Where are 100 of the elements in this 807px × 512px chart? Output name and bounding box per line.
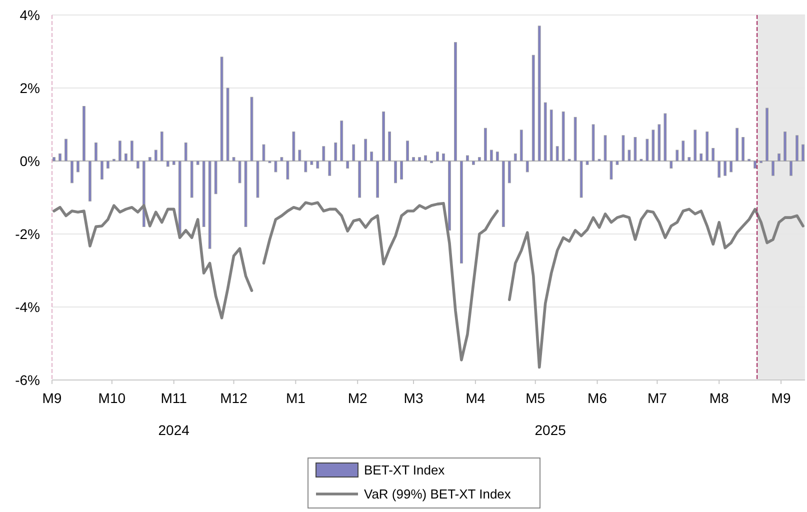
bar xyxy=(244,160,248,227)
x-tick-label: M5 xyxy=(526,390,546,406)
bar xyxy=(448,160,451,231)
bar xyxy=(322,146,326,162)
text: 2025 xyxy=(534,422,566,438)
bar xyxy=(340,120,344,162)
bar xyxy=(562,111,565,162)
x-tick-label: M3 xyxy=(404,390,424,406)
bar xyxy=(262,144,266,162)
bar xyxy=(352,144,356,162)
bar xyxy=(712,148,715,162)
bar xyxy=(784,132,786,162)
bar xyxy=(184,142,188,162)
bar xyxy=(580,160,583,198)
bar xyxy=(94,142,98,162)
bar xyxy=(718,160,721,178)
bar xyxy=(754,160,757,169)
bar xyxy=(664,113,667,162)
bar xyxy=(82,106,86,162)
bar xyxy=(652,130,655,162)
bar xyxy=(628,150,631,162)
bar xyxy=(724,160,727,176)
bar xyxy=(604,135,607,162)
bar xyxy=(208,160,212,249)
bar xyxy=(310,160,314,165)
bar xyxy=(472,160,475,165)
bar xyxy=(250,96,254,162)
bar xyxy=(106,160,110,169)
bar xyxy=(502,160,505,227)
bar xyxy=(658,124,661,162)
x-tick-label: M4 xyxy=(466,390,486,406)
bar xyxy=(634,137,637,162)
bar xyxy=(574,116,577,162)
bar xyxy=(610,160,613,180)
bar xyxy=(364,138,368,162)
bar xyxy=(400,160,403,180)
bar xyxy=(556,146,559,162)
bar xyxy=(370,152,374,162)
x-tick-label: M2 xyxy=(348,390,368,406)
bar xyxy=(538,26,541,162)
bar xyxy=(646,138,649,162)
bar xyxy=(160,132,164,162)
bar xyxy=(358,160,362,198)
x-tick-label: M7 xyxy=(647,390,668,406)
bar xyxy=(478,157,481,162)
bar xyxy=(172,160,176,165)
bar xyxy=(58,153,62,162)
text: 2024 xyxy=(158,422,190,438)
bar xyxy=(520,130,523,162)
x-tick-label: M12 xyxy=(220,390,248,406)
bar xyxy=(376,160,380,198)
bar xyxy=(796,135,798,162)
bar xyxy=(100,160,104,180)
bar xyxy=(334,142,338,162)
bar xyxy=(226,88,230,162)
bar xyxy=(190,160,194,198)
bar xyxy=(394,160,397,184)
bar xyxy=(76,160,80,172)
bar xyxy=(148,157,152,162)
bar xyxy=(622,135,625,162)
bar xyxy=(484,128,487,162)
bar xyxy=(730,160,733,172)
bar xyxy=(466,155,469,162)
x-tick-label: M8 xyxy=(709,390,730,406)
bar xyxy=(418,157,421,162)
bar xyxy=(778,153,780,162)
bar xyxy=(442,153,445,162)
bar xyxy=(766,108,768,162)
y-tick-label: -2% xyxy=(15,226,40,242)
bar xyxy=(316,160,320,169)
bar xyxy=(496,152,499,162)
bar xyxy=(52,157,56,162)
bar xyxy=(298,150,302,162)
y-tick-label: 4% xyxy=(20,6,40,23)
bar xyxy=(328,160,332,176)
bar xyxy=(64,138,68,162)
bar xyxy=(124,153,128,162)
bar xyxy=(550,110,553,162)
bar xyxy=(490,150,493,162)
bar xyxy=(202,160,206,227)
bar xyxy=(238,160,242,184)
x-tick-label: M11 xyxy=(160,390,188,406)
bar xyxy=(280,157,284,162)
bar xyxy=(454,42,457,162)
bar xyxy=(214,160,218,194)
bar xyxy=(688,157,691,162)
y-tick-label: -6% xyxy=(15,372,40,388)
bar xyxy=(544,102,547,162)
bar xyxy=(274,160,278,172)
x-tick-label: M9 xyxy=(771,390,791,406)
bar xyxy=(256,160,260,198)
bar xyxy=(412,157,415,162)
bar xyxy=(670,160,673,169)
bar xyxy=(616,160,619,165)
bar xyxy=(676,150,679,162)
bar xyxy=(136,160,140,169)
bar xyxy=(700,153,703,162)
bar xyxy=(772,160,774,176)
bar xyxy=(130,140,134,162)
x-tick-label: M6 xyxy=(588,390,608,406)
